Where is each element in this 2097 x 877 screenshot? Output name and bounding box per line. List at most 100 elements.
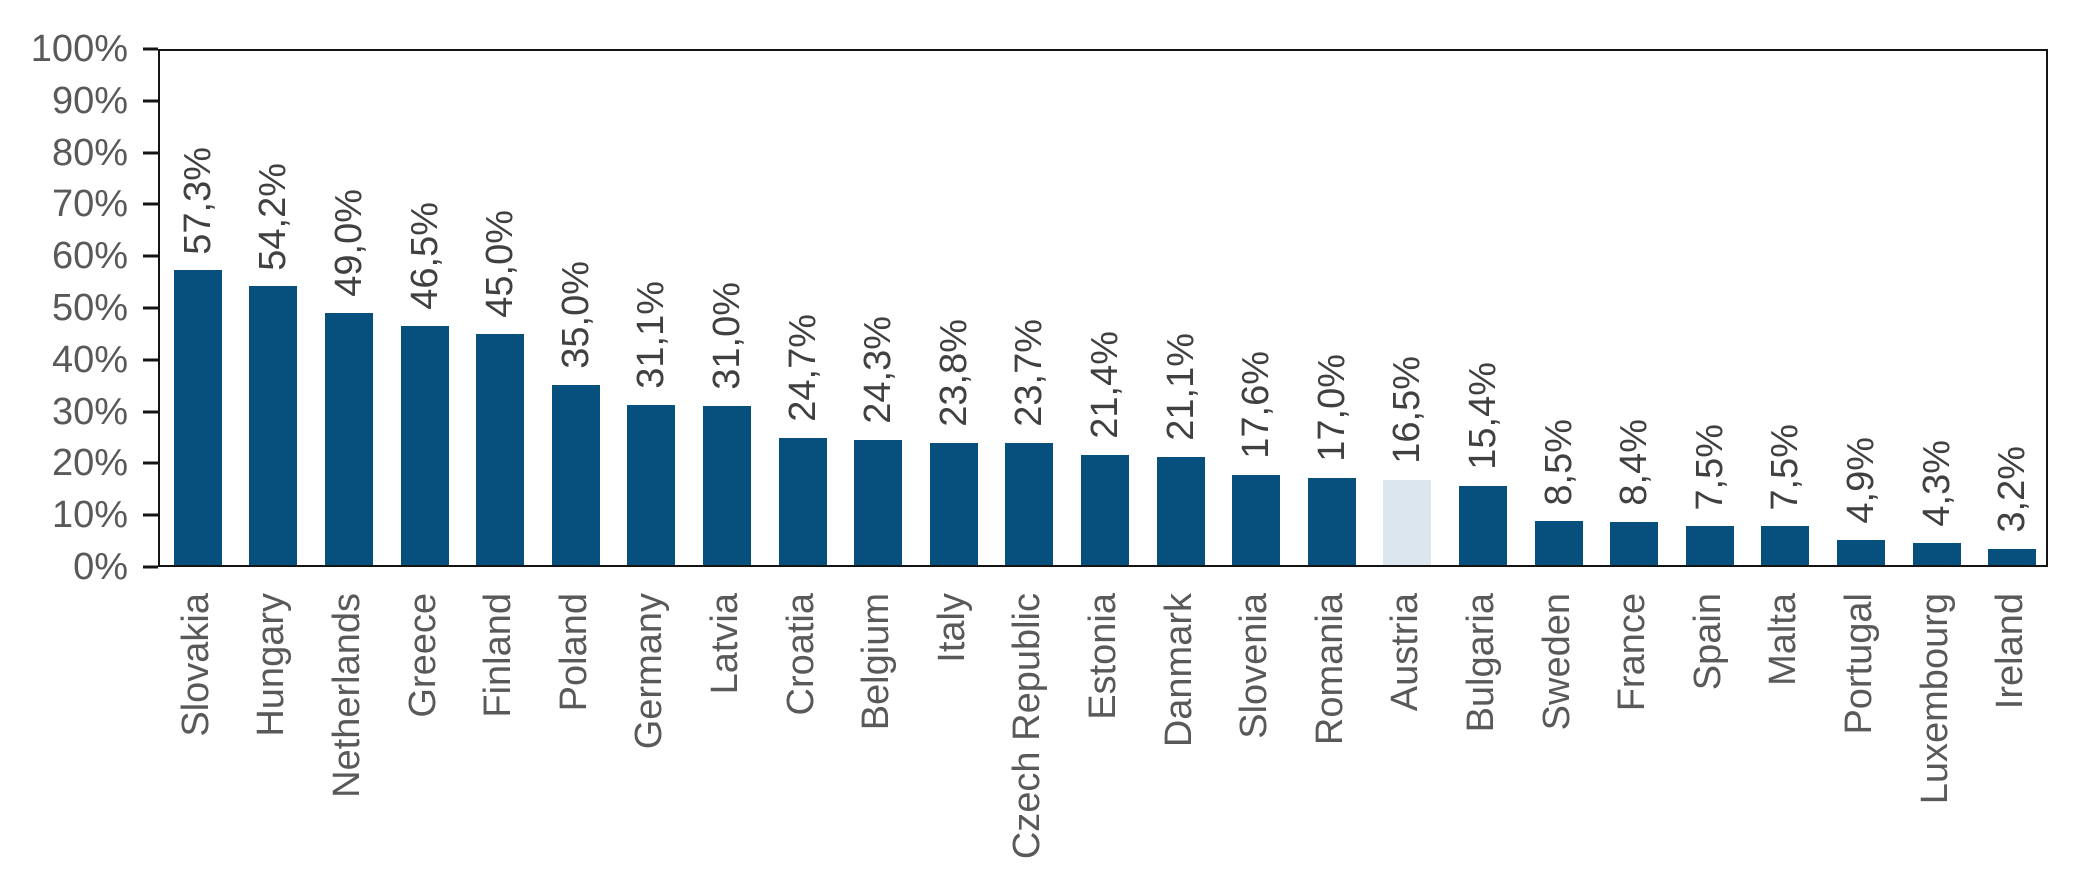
y-tick-mark (143, 513, 158, 517)
category-label-hungary: Hungary (250, 593, 293, 737)
y-tick-label: 10% (51, 494, 128, 537)
bar-slot-finland: 45,0% (462, 51, 538, 565)
bar-slovenia (1232, 474, 1281, 565)
y-tick-mark (143, 565, 158, 569)
bar-value-label: 4,3% (1915, 440, 1958, 527)
category-label-poland: Poland (552, 593, 595, 712)
bar-value-label: 17,6% (1235, 350, 1278, 459)
bar-value-label: 46,5% (403, 202, 446, 310)
bar-slot-luxembourg: 4,3% (1899, 51, 1975, 565)
bar-ireland (1988, 548, 2037, 565)
category-label-danmark: Danmark (1157, 593, 1200, 748)
bar-value-label: 8,4% (1613, 419, 1656, 506)
category-slot: Croatia (763, 593, 839, 863)
bar-greece (400, 326, 449, 565)
category-label-italy: Italy (930, 593, 973, 663)
category-slot: Greece (385, 593, 461, 863)
bar-value-label: 31,1% (630, 281, 673, 390)
bar-value-label: 7,5% (1688, 423, 1731, 511)
category-label-slovakia: Slovakia (174, 593, 217, 737)
bar-netherlands (324, 313, 373, 565)
bar-slot-sweden: 8,5% (1521, 51, 1597, 565)
bar-austria (1383, 480, 1432, 565)
category-slot: Netherlands (309, 593, 385, 863)
bar-spain (1685, 526, 1734, 565)
bar-value-label: 7,5% (1764, 423, 1807, 511)
bar-slot-hungary: 54,2% (236, 51, 312, 565)
category-label-portugal: Portugal (1837, 593, 1880, 735)
bar-slot-portugal: 4,9% (1823, 51, 1899, 565)
bar-slot-poland: 35,0% (538, 51, 614, 565)
y-tick-mark (143, 47, 158, 51)
y-tick-mark (143, 358, 158, 362)
bar-slot-spain: 7,5% (1672, 51, 1748, 565)
y-tick-mark (143, 461, 158, 465)
category-label-luxembourg: Luxembourg (1913, 593, 1956, 805)
bar-value-label: 8,5% (1537, 418, 1580, 506)
y-tick-label: 70% (51, 183, 128, 226)
bar-belgium (854, 440, 903, 565)
bar-value-label: 45,0% (479, 209, 522, 318)
bar-slot-estonia: 21,4% (1067, 51, 1143, 565)
y-tick-label: 30% (51, 390, 128, 433)
category-slot: Finland (460, 593, 536, 863)
category-label-netherlands: Netherlands (325, 593, 368, 798)
bar-value-label: 16,5% (1386, 356, 1429, 465)
bar-slot-malta: 7,5% (1748, 51, 1824, 565)
bar-value-label: 21,4% (1083, 331, 1126, 440)
bar-slot-ireland: 3,2% (1974, 51, 2050, 565)
y-tick-label: 50% (51, 287, 128, 329)
y-tick-mark (143, 254, 158, 258)
bar-value-label: 24,3% (857, 316, 900, 425)
bar-slot-france: 8,4% (1596, 51, 1672, 565)
category-slot: Poland (536, 593, 612, 863)
category-slot: Germany (612, 593, 688, 863)
bar-finland (476, 333, 525, 565)
category-label-belgium: Belgium (855, 593, 898, 731)
bar-slot-croatia: 24,7% (765, 51, 841, 565)
category-label-malta: Malta (1762, 593, 1805, 686)
bar-slot-belgium: 24,3% (840, 51, 916, 565)
y-tick-mark (143, 410, 158, 414)
bar-bulgaria (1458, 485, 1507, 565)
category-label-germany: Germany (628, 593, 671, 750)
category-slot: Danmark (1141, 593, 1217, 863)
plot-area: 57,3% 54,2% 49,0% 46,5% 45,0% 35,0% 31,1% 31,0%… (158, 49, 2048, 567)
bar-value-label: 3,2% (1991, 445, 2034, 533)
y-tick-label: 100% (30, 28, 128, 70)
y-tick-label: 20% (51, 442, 128, 485)
bar-luxembourg (1912, 542, 1961, 565)
category-label-croatia: Croatia (779, 593, 822, 716)
category-label-latvia: Latvia (703, 593, 746, 695)
bar-slot-germany: 31,1% (614, 51, 690, 565)
bar-value-label: 15,4% (1461, 362, 1504, 470)
category-slot: Spain (1670, 593, 1746, 863)
y-tick-label: 40% (51, 338, 128, 381)
category-slot: Austria (1368, 593, 1444, 863)
bar-slot-czech-republic: 23,7% (992, 51, 1068, 565)
category-slot: Estonia (1065, 593, 1141, 863)
category-label-romania: Romania (1308, 593, 1351, 746)
category-label-greece: Greece (401, 593, 444, 718)
bar-danmark (1156, 456, 1205, 565)
y-tick-label: 80% (51, 131, 128, 174)
category-label-spain: Spain (1686, 593, 1729, 691)
bar-slot-austria: 16,5% (1370, 51, 1446, 565)
y-tick-label: 90% (51, 79, 128, 122)
category-slot: Sweden (1519, 593, 1595, 863)
bar-slot-slovenia: 17,6% (1218, 51, 1294, 565)
bar-slot-latvia: 31,0% (689, 51, 765, 565)
category-label-bulgaria: Bulgaria (1459, 593, 1502, 733)
y-tick-mark (143, 202, 158, 206)
bar-value-label: 49,0% (327, 189, 370, 298)
category-label-austria: Austria (1384, 593, 1427, 712)
category-slot: Ireland (1972, 593, 2048, 863)
bar-value-label: 57,3% (176, 146, 219, 255)
bar-value-label: 31,0% (705, 281, 748, 390)
bar-italy (929, 442, 978, 565)
category-slot: France (1594, 593, 1670, 863)
bars-layer: 57,3% 54,2% 49,0% 46,5% 45,0% 35,0% 31,1% 31,0%… (160, 51, 2046, 565)
bar-latvia (702, 405, 751, 565)
category-slot: Slovakia (158, 593, 234, 863)
category-slot: Czech Republic (990, 593, 1066, 863)
